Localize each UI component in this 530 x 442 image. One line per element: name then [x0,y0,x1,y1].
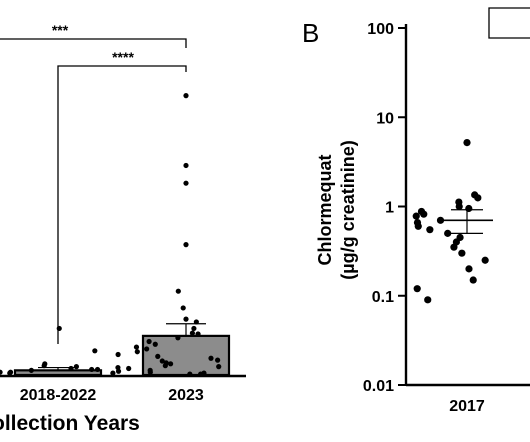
data-point [68,365,74,372]
data-point [183,180,189,186]
data-point [7,369,14,375]
data-point [465,204,473,213]
data-point [474,194,482,202]
x-tick-labels-b: 2017 [449,398,485,415]
bars [13,334,231,377]
bar [13,369,103,377]
significance-label: **** [112,49,134,65]
x-tick-label: 2023 [168,387,204,404]
data-point [89,366,95,373]
data-points [0,93,222,377]
data-point [183,316,189,322]
x-axis-label: ollection Years [0,412,140,435]
data-point [56,325,62,332]
data-points-b [412,138,489,304]
data-point [463,138,471,147]
data-point [195,331,201,337]
significance-label: *** [52,22,69,38]
bracket-line [57,65,187,344]
x-tick-labels: 2018-2022 2023 [20,387,204,404]
data-point [208,355,214,361]
data-point [444,229,452,237]
data-point [458,249,466,257]
data-point [420,210,428,218]
data-point [42,361,48,367]
panel-b: B Chlormequat (µg/g creatinine) 0.01 0.1 1… [302,7,530,415]
data-point [167,361,174,367]
data-point [134,349,140,355]
data-point [465,265,473,273]
data-point [450,243,458,251]
data-point [144,346,150,352]
data-point [183,242,189,248]
data-point [162,363,168,369]
panel-label-b: B [302,18,319,48]
y-axis-label-line1: Chlormequat [315,154,335,265]
bracket-line [0,38,187,48]
data-point [436,216,445,224]
data-point [175,335,181,341]
data-point [414,222,422,230]
data-point [28,367,34,373]
y-axis-label-line2: (µg/g creatinine) [338,140,358,279]
data-point [180,305,186,311]
panel-a: ******* 2018-2022 2023 ollection Years [0,22,246,435]
data-point [110,370,116,376]
data-point [424,296,432,304]
bracket-line [488,7,530,39]
data-point [413,285,421,293]
data-point [152,341,158,347]
y-ticks: 0.01 0.1 1 10 100 [363,21,406,395]
data-point [183,162,189,169]
data-point [146,338,152,345]
data-point [155,353,161,359]
data-point [175,288,181,294]
data-point [469,276,477,284]
data-point [94,366,101,373]
data-point [412,212,420,220]
data-point [115,351,121,358]
data-point [92,348,98,354]
significance-bracket-b [488,7,530,39]
y-tick-label: 100 [367,21,394,38]
data-point [193,319,199,325]
y-tick-label: 1 [385,200,394,217]
significance-brackets: ******* [0,22,187,344]
data-point [133,344,140,350]
data-point [481,256,489,264]
data-point [455,202,463,211]
data-point [189,330,196,336]
data-point [0,369,3,375]
data-point [126,365,132,372]
data-point [216,364,222,370]
data-point [73,364,79,370]
data-point [115,368,122,374]
y-tick-label: 10 [376,110,394,127]
x-tick-label: 2018-2022 [20,387,97,404]
y-tick-label: 0.1 [372,289,394,306]
data-point [215,357,221,363]
data-point [191,325,197,332]
data-point [147,369,153,375]
data-point [183,93,189,99]
data-point [159,358,165,364]
confidence-interval [441,209,493,234]
y-tick-label: 0.01 [363,378,394,395]
data-point [426,226,434,234]
x-tick-label: 2017 [449,398,485,415]
